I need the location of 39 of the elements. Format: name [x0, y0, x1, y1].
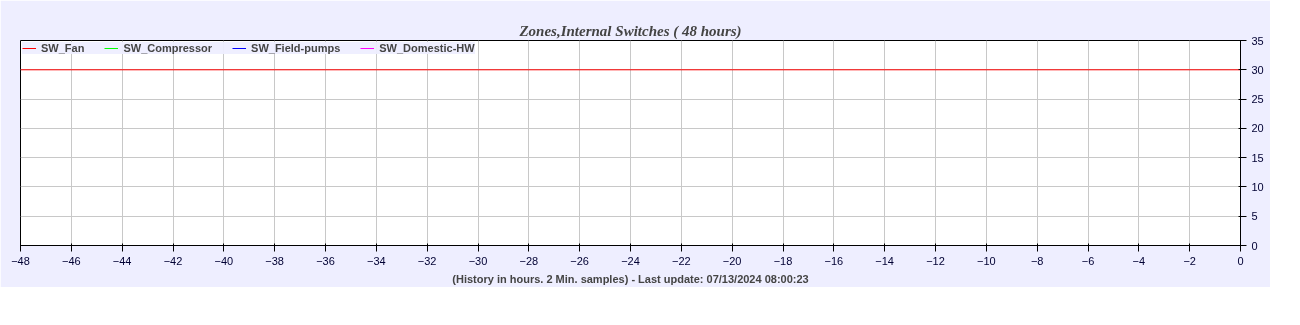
y-tick-label: 5	[1251, 210, 1258, 223]
x-tick-label: −24	[621, 254, 640, 267]
y-tick-label: 20	[1251, 122, 1264, 135]
x-tick-label: −20	[722, 254, 742, 267]
x-tick-label: −16	[824, 254, 844, 267]
x-tick-label: −18	[773, 254, 793, 267]
x-tick-label: −40	[214, 254, 234, 267]
x-tick-label: −6	[1081, 254, 1095, 267]
legend-label: SW_Compressor	[123, 42, 213, 54]
x-tick-label: −14	[875, 254, 895, 267]
x-tick-label: −48	[11, 254, 30, 267]
x-tick-label: −4	[1132, 254, 1146, 267]
x-tick-label: 0	[1237, 254, 1244, 267]
x-tick-label: −22	[672, 254, 691, 267]
chart-title: Zones,Internal Switches ( 48 hours)	[518, 22, 742, 40]
x-tick-label: −34	[367, 254, 386, 267]
x-tick-label: −2	[1183, 254, 1196, 267]
legend-label: SW_Fan	[41, 42, 85, 54]
x-tick-label: −32	[417, 254, 437, 267]
legend-label: SW_Field-pumps	[251, 42, 341, 54]
x-tick-label: −10	[977, 254, 996, 267]
legend-label: SW_Domestic-HW	[379, 42, 475, 54]
x-tick-label: −28	[519, 254, 539, 267]
x-tick-label: −12	[926, 254, 945, 267]
y-tick-label: 25	[1251, 93, 1264, 106]
x-tick-label: −36	[316, 254, 335, 267]
y-tick-label: 10	[1251, 180, 1264, 193]
x-tick-label: −30	[468, 254, 488, 267]
x-tick-label: −38	[265, 254, 285, 267]
x-axis-title: (History in hours. 2 Min. samples) - Last update: 07/13/2024 08:00:23	[452, 272, 809, 285]
y-tick-label: 35	[1251, 34, 1264, 47]
x-tick-label: −42	[163, 254, 183, 267]
x-tick-label: −44	[112, 254, 132, 267]
y-tick-label: 30	[1251, 63, 1264, 76]
x-tick-label: −8	[1030, 254, 1044, 267]
y-tick-label: 0	[1251, 239, 1258, 252]
y-tick-label: 15	[1251, 151, 1264, 164]
x-tick-label: −26	[570, 254, 590, 267]
x-tick-label: −46	[62, 254, 81, 267]
